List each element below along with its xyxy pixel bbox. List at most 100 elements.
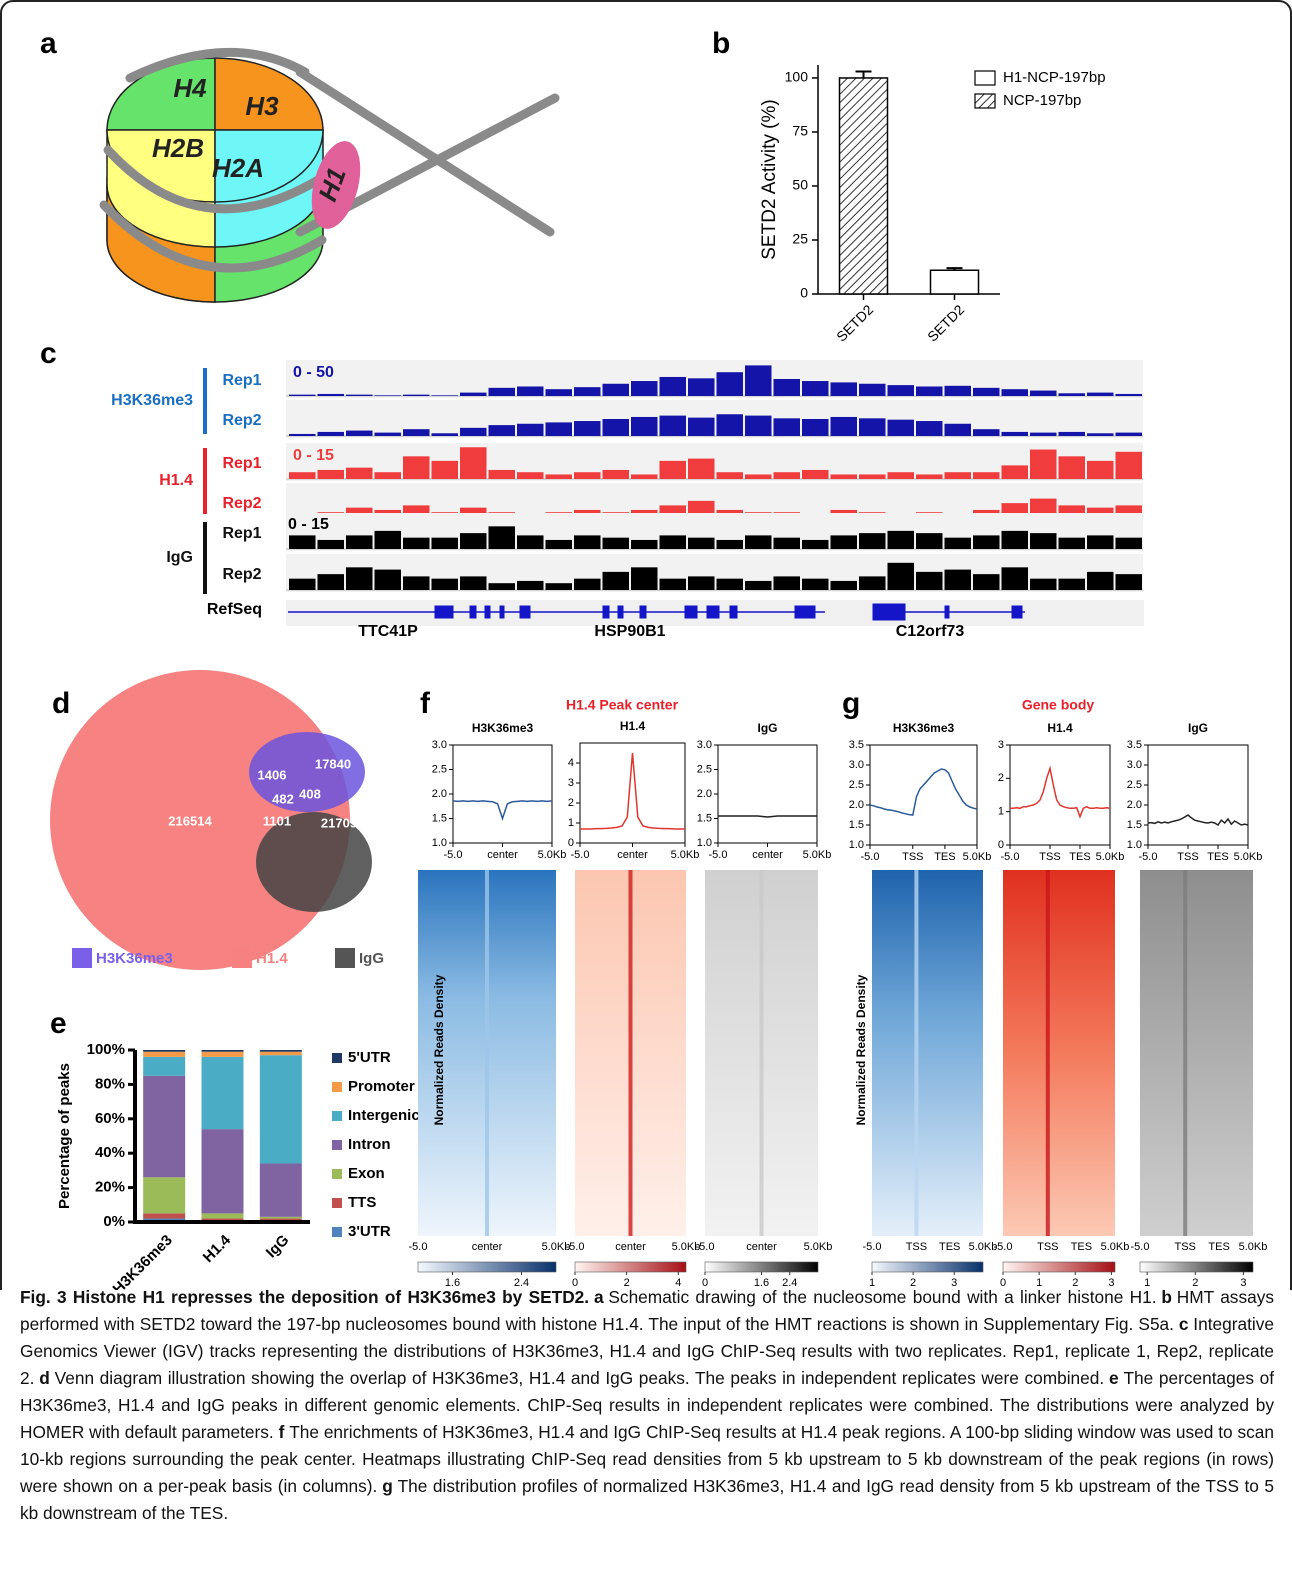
panel-label: c <box>40 337 57 370</box>
venn-count: 21709 <box>321 815 357 830</box>
track-label: Rep2 <box>222 566 261 583</box>
plot-title: IgG <box>758 721 778 735</box>
track-group-label: IgG <box>166 549 193 566</box>
track-signal <box>375 531 402 549</box>
track-signal <box>289 472 316 479</box>
colorbar <box>418 1262 556 1272</box>
y-tick-label: 2.5 <box>432 763 447 775</box>
panel-label: d <box>52 687 70 720</box>
y-tick-label: 75 <box>792 123 808 139</box>
track-signal <box>574 387 601 396</box>
profile-line <box>870 769 977 815</box>
colorbar <box>1003 1262 1115 1272</box>
legend-label: Promoter <box>348 1078 415 1095</box>
track-signal <box>831 417 858 436</box>
x-tick-label: -5.0 <box>444 849 463 861</box>
track-signal <box>460 447 487 479</box>
track-signal <box>432 579 459 590</box>
y-tick-label: 3.0 <box>1127 759 1142 771</box>
heatmap-y-label: Normalized Reads Density <box>854 974 868 1125</box>
track-signal <box>802 579 829 590</box>
track-signal <box>945 538 972 549</box>
track-signal <box>717 372 744 396</box>
y-tick-label: 1.5 <box>1127 819 1142 831</box>
heatmap-x-label: TES <box>1071 1241 1092 1253</box>
track-signal <box>546 540 573 549</box>
track-signal <box>517 472 544 479</box>
track-signal <box>546 474 573 479</box>
y-tick-label: 1.5 <box>432 812 447 824</box>
y-axis-label: SETD2 Activity (%) <box>759 99 780 259</box>
legend-swatch <box>975 94 995 108</box>
bar-segment <box>143 1076 185 1177</box>
track-signal <box>574 535 601 549</box>
track-signal <box>1087 572 1114 590</box>
track-signal <box>774 379 801 396</box>
gene-model <box>286 600 1144 626</box>
bar-segment <box>202 1129 244 1213</box>
bar-segment <box>202 1050 244 1052</box>
y-tick-label: 2.0 <box>432 788 447 800</box>
track-signal <box>1059 456 1086 479</box>
track-signal <box>574 421 601 436</box>
x-tick-label: H3K36me3 <box>110 1232 176 1290</box>
legend-swatch <box>975 71 995 85</box>
track-signal <box>802 419 829 436</box>
y-tick-label: 2.5 <box>1127 779 1142 791</box>
y-tick-label: 100 <box>785 69 809 85</box>
y-tick-label: 2.5 <box>697 763 712 775</box>
bar-segment <box>143 1052 185 1057</box>
bar <box>840 78 888 294</box>
track-signal <box>460 533 487 549</box>
colorbar <box>575 1262 686 1272</box>
profile-line <box>718 816 817 817</box>
track-signal <box>603 572 630 590</box>
track-signal <box>774 472 801 479</box>
x-tick-label: -5.0 <box>1001 851 1020 863</box>
y-tick-label: 3.0 <box>432 739 447 751</box>
x-tick-label: TES <box>934 851 955 863</box>
track-signal <box>973 472 1000 479</box>
track-signal <box>745 474 772 479</box>
track-signal <box>1059 393 1086 396</box>
track-signal <box>1087 461 1114 479</box>
bar <box>931 270 979 294</box>
y-tick-label: 25 <box>792 231 808 247</box>
x-tick-label: -5.0 <box>709 849 728 861</box>
plot-frame <box>718 745 817 843</box>
panel-label: b <box>712 27 730 60</box>
y-tick-label: 3.5 <box>1127 739 1142 751</box>
profile-line <box>1010 768 1110 816</box>
track-signal <box>859 384 886 396</box>
track-signal <box>916 386 943 396</box>
track-signal <box>688 459 715 479</box>
track-signal <box>774 576 801 590</box>
x-tick-label: -5.0 <box>571 849 590 861</box>
track-signal <box>859 533 886 549</box>
track-signal <box>660 377 687 396</box>
track-signal <box>916 421 943 436</box>
track-signal <box>802 470 829 479</box>
panel-title: H1.4 Peak center <box>566 697 679 713</box>
track-signal <box>603 538 630 549</box>
panel-title: Gene body <box>1022 697 1095 713</box>
track-signal <box>945 570 972 590</box>
track-signal <box>888 563 915 590</box>
track-signal <box>460 576 487 590</box>
figure-page: abcdefgH1.4 Peak centerGene bodyH4H3H2BH… <box>0 0 1292 1569</box>
track-signal <box>831 581 858 590</box>
gene-name: C12orf73 <box>896 623 965 640</box>
track-signal <box>318 432 345 436</box>
track-signal <box>717 540 744 549</box>
heatmap-x-label: -5.0 <box>1131 1241 1150 1253</box>
track-signal <box>631 417 658 436</box>
track-signal <box>688 378 715 396</box>
track-signal <box>631 474 658 479</box>
track-signal <box>1059 579 1086 590</box>
plot-title: H3K36me3 <box>472 721 534 735</box>
legend-label: TTS <box>348 1194 376 1211</box>
track-signal <box>973 429 1000 436</box>
plot-title: H3K36me3 <box>893 721 955 735</box>
track-signal <box>460 428 487 436</box>
y-tick-label: 40% <box>95 1144 125 1161</box>
